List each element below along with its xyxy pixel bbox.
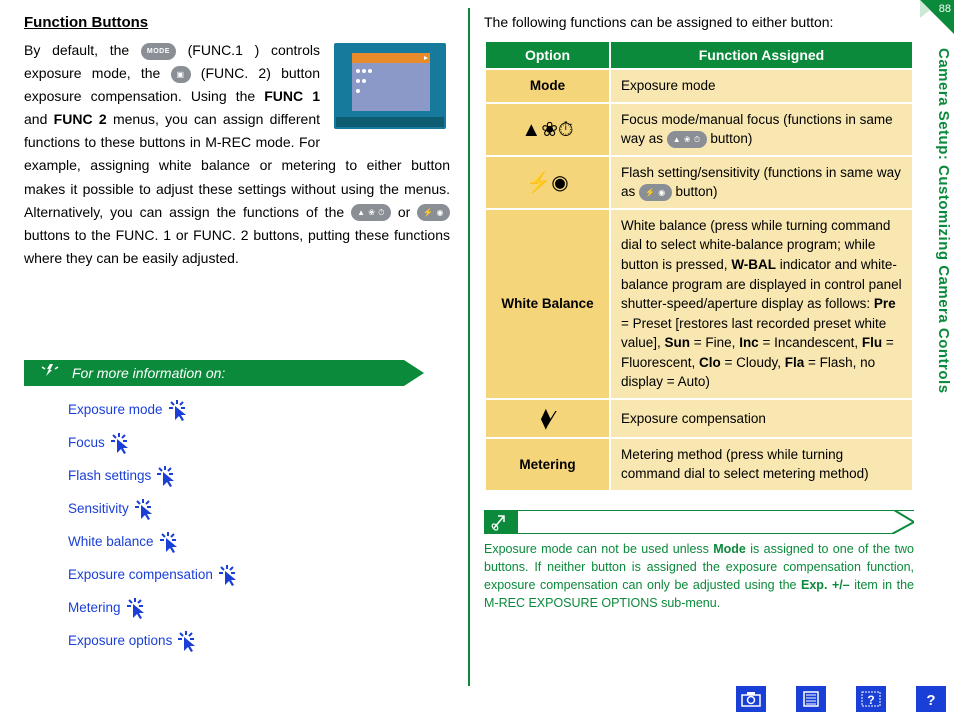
- table-row: ▲❀⏱Focus mode/manual focus (functions in…: [485, 103, 913, 156]
- note-banner: [484, 510, 914, 534]
- cursor-icon: [156, 530, 182, 554]
- functions-table: Option Function Assigned ModeExposure mo…: [484, 40, 914, 492]
- table-row: ⚡◉Flash setting/sensitivity (functions i…: [485, 156, 913, 209]
- help2-nav-icon[interactable]: ?: [916, 686, 946, 712]
- page-nav-icon[interactable]: [796, 686, 826, 712]
- info-banner-title: For more information on:: [72, 360, 225, 386]
- cursor-icon: [215, 563, 241, 587]
- page-number: 88: [939, 3, 951, 15]
- intro-text: The following functions can be assigned …: [484, 14, 914, 30]
- option-cell: Mode: [485, 69, 610, 103]
- section-title: Function Buttons: [24, 14, 450, 31]
- info-banner: For more information on:: [24, 360, 450, 386]
- info-link[interactable]: White balance: [68, 534, 154, 549]
- bottom-nav-icons: ? ?: [736, 686, 946, 712]
- info-link[interactable]: Sensitivity: [68, 501, 129, 516]
- table-row: White BalanceWhite balance (press while …: [485, 209, 913, 399]
- description-cell: Exposure compensation: [610, 399, 913, 438]
- info-link[interactable]: Flash settings: [68, 468, 151, 483]
- flash-button-icon: ⚡ ◉: [417, 204, 450, 221]
- info-link-row[interactable]: Exposure compensation: [68, 563, 450, 587]
- info-link[interactable]: Exposure options: [68, 633, 172, 648]
- info-link[interactable]: Focus: [68, 435, 105, 450]
- table-row: ModeExposure mode: [485, 69, 913, 103]
- info-link[interactable]: Exposure compensation: [68, 567, 213, 582]
- help-nav-icon[interactable]: ?: [856, 686, 886, 712]
- camera-screen-illustration: [330, 39, 450, 134]
- col-option: Option: [485, 41, 610, 69]
- info-link-row[interactable]: Focus: [68, 431, 450, 455]
- body-paragraph: By default, the MODE (FUNC.1 ) controls …: [24, 39, 450, 270]
- description-cell: Metering method (press while turning com…: [610, 438, 913, 491]
- info-link-row[interactable]: Exposure options: [68, 629, 450, 653]
- bulb-icon: [38, 361, 62, 385]
- cursor-icon: [174, 629, 200, 653]
- option-cell: ⧫⁄: [485, 399, 610, 438]
- mode-button-icon: MODE: [141, 43, 176, 60]
- info-link-row[interactable]: Metering: [68, 596, 450, 620]
- cursor-icon: [165, 398, 191, 422]
- description-cell: Focus mode/manual focus (functions in sa…: [610, 103, 913, 156]
- info-link-row[interactable]: Sensitivity: [68, 497, 450, 521]
- cursor-icon: [123, 596, 149, 620]
- col-function: Function Assigned: [610, 41, 913, 69]
- cursor-icon: [107, 431, 133, 455]
- description-cell: Exposure mode: [610, 69, 913, 103]
- info-link-row[interactable]: Exposure mode: [68, 398, 450, 422]
- cursor-icon: [153, 464, 179, 488]
- description-cell: Flash setting/sensitivity (functions in …: [610, 156, 913, 209]
- table-row: ⧫⁄Exposure compensation: [485, 399, 913, 438]
- svg-text:?: ?: [926, 692, 935, 708]
- cursor-icon: [131, 497, 157, 521]
- info-link[interactable]: Exposure mode: [68, 402, 163, 417]
- focus-button-icon: ▲ ❀ ⏱: [351, 204, 391, 221]
- info-link[interactable]: Metering: [68, 600, 121, 615]
- option-cell: Metering: [485, 438, 610, 491]
- side-tab: Camera Setup: Customizing Camera Control…: [932, 48, 952, 448]
- note-text: Exposure mode can not be used unless Mod…: [484, 540, 914, 613]
- table-row: MeteringMetering method (press while tur…: [485, 438, 913, 491]
- option-cell: ▲❀⏱: [485, 103, 610, 156]
- svg-text:?: ?: [867, 693, 874, 707]
- option-cell: White Balance: [485, 209, 610, 399]
- option-cell: ⚡◉: [485, 156, 610, 209]
- camera-nav-icon[interactable]: [736, 686, 766, 712]
- func2-button-icon: ▣: [171, 66, 191, 83]
- info-link-row[interactable]: Flash settings: [68, 464, 450, 488]
- description-cell: White balance (press while turning comma…: [610, 209, 913, 399]
- info-link-row[interactable]: White balance: [68, 530, 450, 554]
